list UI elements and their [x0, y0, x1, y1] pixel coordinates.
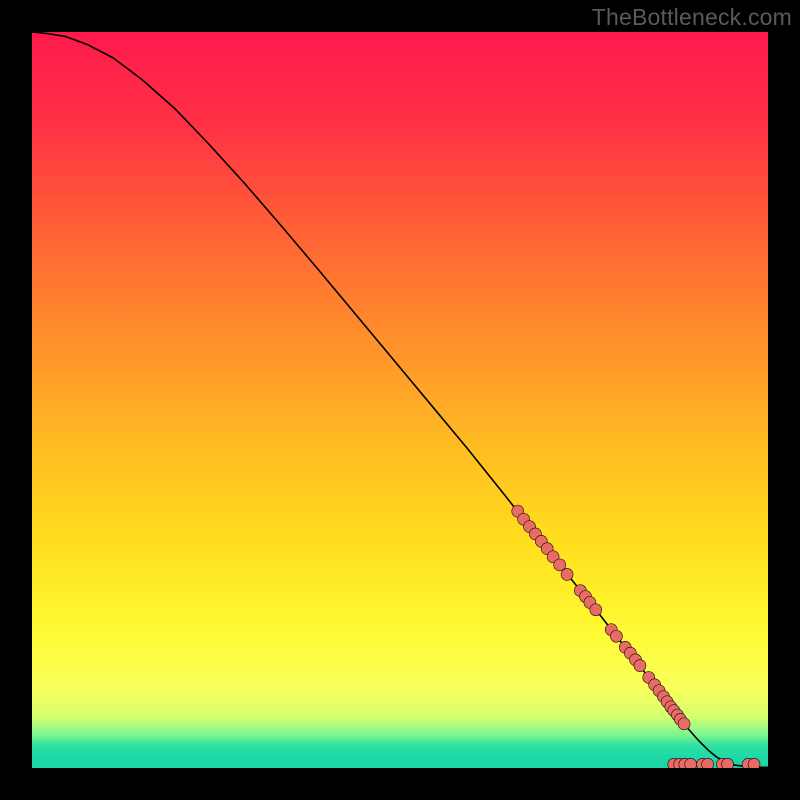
- scatter-point: [722, 758, 734, 768]
- gradient-background: [32, 32, 768, 768]
- scatter-point: [748, 758, 760, 768]
- scatter-point: [678, 718, 690, 730]
- scatter-point: [610, 630, 622, 642]
- scatter-point: [634, 660, 646, 672]
- gradient-curve-chart: [32, 32, 768, 768]
- scatter-point: [590, 604, 602, 616]
- scatter-point: [702, 758, 714, 768]
- scatter-point: [685, 758, 697, 768]
- scatter-point: [561, 568, 573, 580]
- chart-plot-area: [32, 32, 768, 768]
- watermark-text: TheBottleneck.com: [592, 4, 792, 31]
